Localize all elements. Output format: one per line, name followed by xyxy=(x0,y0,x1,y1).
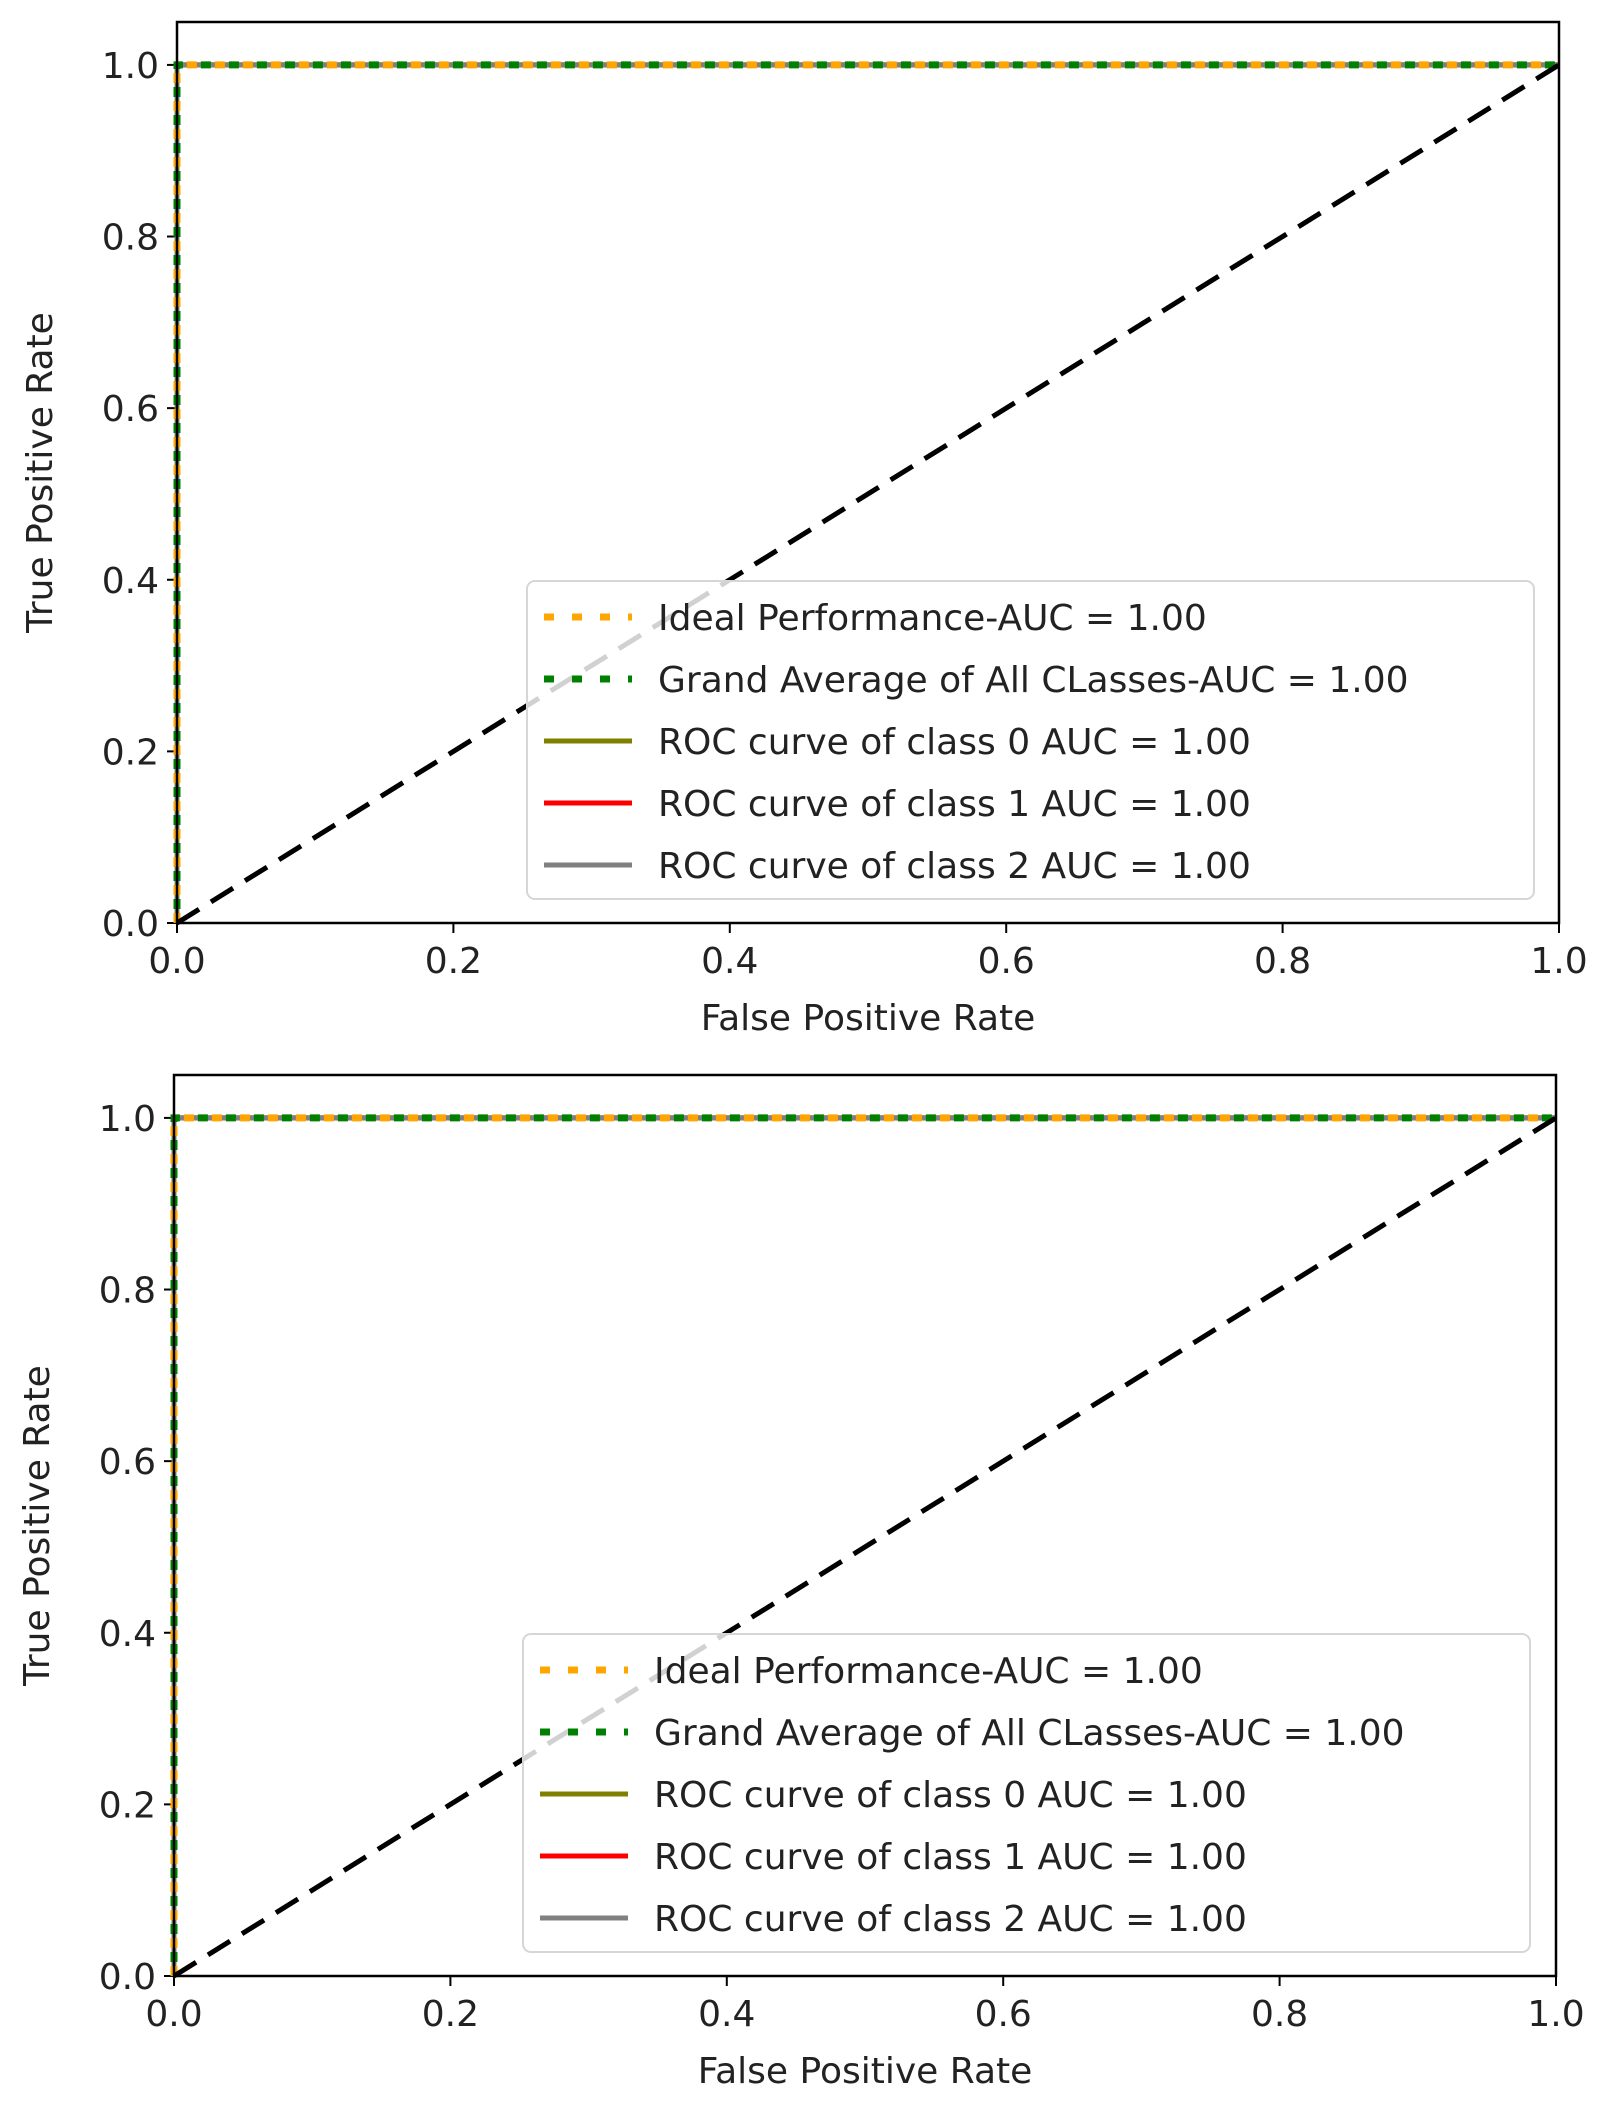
x-tick-label: 0.2 xyxy=(425,941,482,982)
x-tick-label: 0.6 xyxy=(975,1994,1032,2035)
x-tick-label: 0.0 xyxy=(148,941,205,982)
legend-label-class1: ROC curve of class 1 AUC = 1.00 xyxy=(658,784,1251,825)
y-tick-label: 0.0 xyxy=(99,1957,156,1998)
legend-label-class0: ROC curve of class 0 AUC = 1.00 xyxy=(658,722,1251,763)
legend-label-ideal: Ideal Performance-AUC = 1.00 xyxy=(658,598,1207,639)
x-tick-label: 0.2 xyxy=(422,1994,479,2035)
legend-label-class0: ROC curve of class 0 AUC = 1.00 xyxy=(654,1775,1247,1816)
roc-chart-bottom: 0.0 0.2 0.4 0.6 0.8 1.0 0.0 0.2 0.4 0.6 0.8 1.0 Fals… xyxy=(17,1073,1585,2092)
y-tick-label: 0.4 xyxy=(102,561,159,602)
y-tick-label: 0.4 xyxy=(99,1614,156,1655)
y-tick-label: 0.0 xyxy=(102,904,159,945)
roc-chart-top: 0.0 0.2 0.4 0.6 0.8 1.0 0.0 0.2 0.4 0.6 0.8 1.0 Fals… xyxy=(20,20,1588,1039)
y-tick-label: 1.0 xyxy=(99,1099,156,1140)
legend-label-class2: ROC curve of class 2 AUC = 1.00 xyxy=(658,846,1251,887)
chance-diagonal-line xyxy=(175,62,1561,926)
legend-label-ideal: Ideal Performance-AUC = 1.00 xyxy=(654,1651,1203,1692)
y-axis-title: True Positive Rate xyxy=(17,1365,58,1687)
x-tick-label: 0.4 xyxy=(701,941,758,982)
legend-label-grand: Grand Average of All CLasses-AUC = 1.00 xyxy=(654,1713,1405,1754)
x-tick-label: 0.8 xyxy=(1251,1994,1308,2035)
plot-frame xyxy=(172,1073,1558,1978)
plot-frame xyxy=(175,20,1561,925)
y-tick-label: 0.2 xyxy=(99,1785,156,1826)
legend-label-grand: Grand Average of All CLasses-AUC = 1.00 xyxy=(658,660,1409,701)
legend-box xyxy=(526,580,1535,900)
y-tick-label: 1.0 xyxy=(102,46,159,87)
x-tick-label: 0.6 xyxy=(978,941,1035,982)
x-tick-label: 0.8 xyxy=(1254,941,1311,982)
y-tick-label: 0.8 xyxy=(102,218,159,259)
y-tick-label: 0.6 xyxy=(99,1442,156,1483)
legend-label-class2: ROC curve of class 2 AUC = 1.00 xyxy=(654,1899,1247,1940)
chance-diagonal-line xyxy=(172,1115,1558,1979)
legend-label-class1: ROC curve of class 1 AUC = 1.00 xyxy=(654,1837,1247,1878)
y-tick-label: 0.8 xyxy=(99,1271,156,1312)
y-axis-title: True Positive Rate xyxy=(20,312,61,634)
x-tick-label: 0.4 xyxy=(698,1994,755,2035)
legend-box xyxy=(522,1633,1531,1953)
x-tick-label: 1.0 xyxy=(1527,1994,1584,2035)
y-tick-label: 0.6 xyxy=(102,389,159,430)
x-tick-label: 0.0 xyxy=(145,1994,202,2035)
x-axis-title: False Positive Rate xyxy=(701,998,1036,1039)
y-tick-label: 0.2 xyxy=(102,732,159,773)
x-axis-title: False Positive Rate xyxy=(698,2051,1033,2092)
x-tick-label: 1.0 xyxy=(1530,941,1587,982)
